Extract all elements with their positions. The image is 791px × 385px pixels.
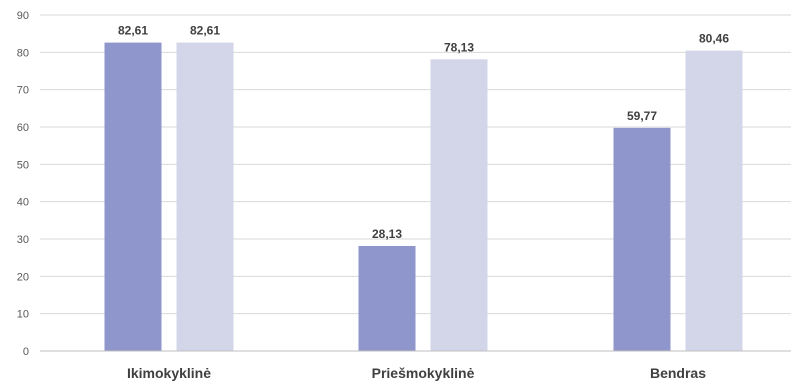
y-axis-ticks: 0 10 20 30 40 50 60 70 80 90 [17,10,29,358]
y-tick-label: 50 [17,159,29,171]
bars [104,42,743,352]
x-category-label: Priešmokyklinė [372,365,475,381]
y-tick-label: 90 [17,10,29,22]
x-category-label: Ikimokyklinė [127,365,211,381]
bar-3-series-1 [613,127,671,351]
data-labels: 82,61 82,61 28,13 78,13 59,77 80,46 [118,24,729,241]
data-label: 82,61 [190,24,220,38]
y-tick-label: 60 [17,122,29,134]
data-label: 82,61 [118,24,148,38]
bar-1-series-2 [176,42,234,352]
y-tick-label: 40 [17,197,29,209]
bar-3-series-2 [685,50,743,352]
data-label: 28,13 [372,227,402,241]
y-tick-label: 80 [17,47,29,59]
y-tick-label: 20 [17,271,29,283]
gridlines [40,14,791,315]
x-axis-categories: Ikimokyklinė Priešmokyklinė Bendras [127,365,706,381]
x-category-label: Bendras [650,365,706,381]
bar-2-series-2 [430,59,488,351]
y-tick-label: 0 [23,346,29,358]
bar-1-series-1 [104,42,162,352]
y-tick-label: 30 [17,234,29,246]
y-tick-label: 70 [17,85,29,97]
bar-2-series-1 [358,245,416,351]
data-label: 80,46 [699,32,729,46]
y-tick-label: 10 [17,309,29,321]
data-label: 78,13 [444,40,474,54]
data-label: 59,77 [627,109,657,123]
